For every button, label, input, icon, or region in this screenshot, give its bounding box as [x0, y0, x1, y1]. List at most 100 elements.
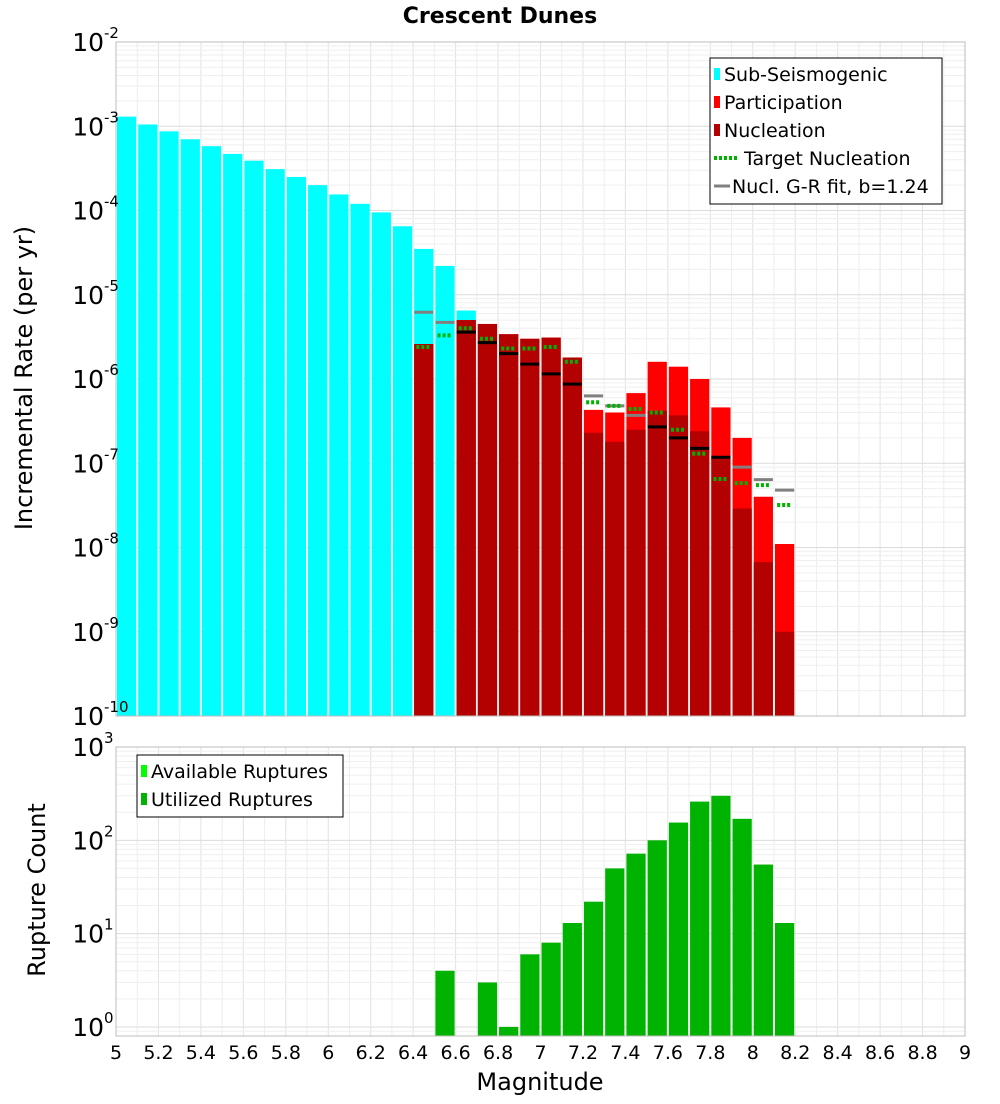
utilized-ruptures-bar: [541, 942, 561, 1036]
x-tick-label: 5.4: [186, 1042, 216, 1064]
legend-label: Sub-Seismogenic: [724, 64, 888, 86]
y-tick-label: 10: [72, 281, 104, 310]
y-tick-exponent: -7: [104, 445, 119, 463]
y-tick-label: 10: [72, 1013, 104, 1042]
y-tick-label: 10: [72, 920, 104, 949]
bottom-y-axis-label: Rupture Count: [23, 803, 51, 977]
sub-seismogenic-bar: [138, 124, 158, 717]
nucleation-bar: [520, 338, 540, 716]
bottom-plot-frame: [115, 746, 966, 1037]
x-tick-label: 5.2: [143, 1042, 173, 1064]
x-tick-label: 5: [110, 1042, 122, 1064]
x-ticks: 5 5.2 5.4 5.6 5.8 6 6.2 6.4 6.6 6.8 7 7.2 7.4 7.6 7.8 8…: [110, 1042, 971, 1064]
nucleation-bar: [499, 334, 519, 716]
y-tick-label: 10: [72, 28, 104, 57]
y-tick-exponent: -10: [104, 698, 129, 716]
x-tick-label: 5.8: [271, 1042, 301, 1064]
legend-box: [136, 754, 344, 818]
bottom-bars: [435, 795, 795, 1036]
top-bars: [117, 116, 795, 717]
nucleation-bar: [668, 415, 689, 716]
y-tick-label: 10: [72, 449, 104, 478]
sub-seismogenic-bar: [117, 116, 137, 717]
legend-label: Nucl. G-R fit, b=1.24: [732, 176, 929, 198]
x-tick-label: 7.4: [610, 1042, 640, 1064]
utilized-ruptures-bar: [732, 818, 752, 1036]
y-tick-label: 10: [72, 365, 104, 394]
chart-title: Crescent Dunes: [403, 4, 597, 29]
y-tick-exponent: -5: [104, 277, 119, 295]
sub-seismogenic-bar: [159, 131, 179, 716]
legend-label: Available Ruptures: [151, 761, 328, 783]
nucleation-bar: [647, 410, 667, 716]
sub-seismogenic-bar: [435, 265, 455, 716]
utilized-ruptures-bar: [668, 822, 689, 1036]
nucleation-bar: [583, 432, 604, 716]
utilized-ruptures-bar: [520, 954, 540, 1036]
y-tick-exponent: -8: [104, 530, 119, 548]
sub-seismogenic-bar: [265, 169, 285, 716]
utilized-ruptures-bar: [753, 864, 773, 1036]
top-fit-lines: [414, 310, 795, 507]
x-tick-label: 6.2: [356, 1042, 386, 1064]
legend-label: Nucleation: [724, 120, 826, 142]
x-tick-label: 7.8: [695, 1042, 725, 1064]
nucleation-bar: [626, 429, 646, 716]
y-tick-label: 10: [72, 826, 104, 855]
nucleation-bar: [477, 323, 498, 716]
legend-box: [709, 57, 943, 205]
x-tick-label: 8.6: [865, 1042, 895, 1064]
y-tick-exponent: -6: [104, 361, 119, 379]
x-tick-label: 8.8: [907, 1042, 937, 1064]
sub-seismogenic-bar: [371, 212, 391, 717]
sub-seismogenic-bar: [350, 203, 370, 716]
y-tick-exponent: -4: [104, 193, 119, 211]
x-tick-label: 8.4: [823, 1042, 853, 1064]
x-tick-label: 6.4: [398, 1042, 428, 1064]
sub-seismogenic-bar: [308, 185, 328, 716]
y-tick-label: 10: [72, 112, 104, 141]
y-tick-label: 10: [72, 197, 104, 226]
nucleation-bar: [562, 357, 582, 716]
x-tick-label: 9: [959, 1042, 971, 1064]
x-tick-label: 7.2: [568, 1042, 598, 1064]
x-tick-label: 7: [534, 1042, 546, 1064]
utilized-ruptures-bar: [499, 1026, 519, 1036]
legend-swatch: [714, 96, 720, 108]
bottom-legend: Available Ruptures Utilized Ruptures: [136, 754, 344, 818]
utilized-ruptures-bar: [774, 923, 795, 1036]
top-legend: Sub-Seismogenic Participation Nucleation Ta…: [709, 57, 943, 205]
x-tick-label: 7.6: [653, 1042, 683, 1064]
x-tick-label: 8.2: [780, 1042, 810, 1064]
utilized-ruptures-bar: [647, 840, 667, 1036]
utilized-ruptures-bar: [605, 868, 625, 1036]
x-tick-label: 6.8: [483, 1042, 513, 1064]
sub-seismogenic-bar: [392, 226, 413, 716]
sub-seismogenic-bar: [286, 176, 307, 716]
nucleation-bar: [753, 562, 773, 716]
y-tick-exponent: -3: [104, 108, 119, 126]
top-plot-frame: [115, 41, 966, 717]
utilized-ruptures-bar: [583, 901, 604, 1036]
y-tick-label: 10: [72, 534, 104, 563]
y-tick-exponent: 0: [104, 1009, 114, 1027]
sub-seismogenic-bar: [329, 194, 349, 717]
legend-label: Utilized Ruptures: [151, 789, 313, 811]
legend-swatch: [141, 765, 147, 777]
y-tick-exponent: 2: [104, 822, 114, 840]
x-tick-label: 6: [322, 1042, 334, 1064]
legend-label: Participation: [724, 92, 843, 114]
y-tick-exponent: 1: [104, 916, 114, 934]
y-tick-exponent: 3: [104, 729, 114, 747]
legend-swatch: [714, 124, 720, 136]
sub-seismogenic-bar: [223, 153, 243, 717]
utilized-ruptures-bar: [562, 923, 582, 1036]
nucleation-bar: [711, 456, 731, 716]
utilized-ruptures-bar: [626, 853, 646, 1036]
x-axis-label: Magnitude: [476, 1068, 603, 1096]
nucleation-bar: [690, 431, 710, 716]
y-tick-exponent: -9: [104, 614, 119, 632]
